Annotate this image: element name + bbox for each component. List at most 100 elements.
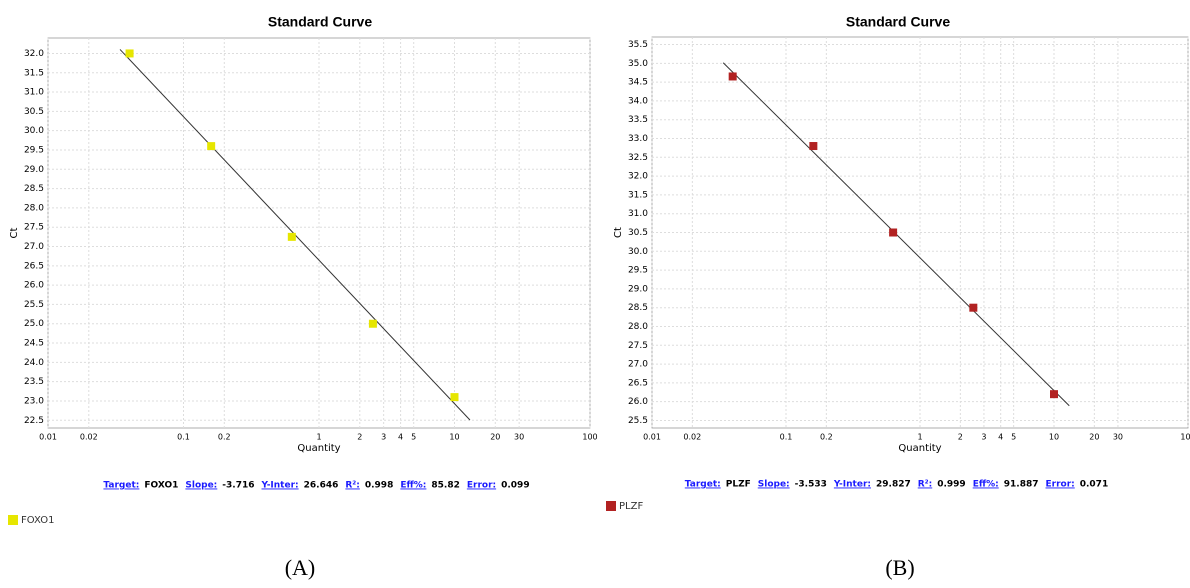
x-tick-label: 3 [981,433,986,442]
caption: (A) [285,555,316,580]
stat-label: Slope: [758,480,790,490]
y-tick-label: 34.0 [628,96,648,106]
y-tick-label: 26.5 [24,261,44,271]
legend-label: PLZF [619,501,643,512]
data-point [450,393,459,402]
legend-swatch [8,515,18,525]
data-point [125,49,134,58]
y-tick-label: 29.5 [24,145,44,155]
x-tick-label: 1 [917,433,922,442]
stat-label: Slope: [185,481,217,491]
x-tick-label: 2 [357,433,362,442]
x-tick-label: 0.01 [39,433,57,442]
stat-value: 26.646 [304,481,339,491]
x-tick-label: 0.01 [643,433,661,442]
x-axis-label: Quantity [297,443,340,454]
y-tick-label: 30.5 [628,228,648,238]
x-tick-label: 3 [381,433,386,442]
stat-value: -3.533 [795,480,827,490]
y-tick-label: 28.5 [628,303,648,313]
stat-value: FOXO1 [144,481,178,491]
x-tick-label: 2 [958,433,963,442]
y-tick-label: 30.5 [24,107,44,117]
x-tick-label: 10 [449,433,459,442]
y-tick-label: 27.0 [628,360,648,370]
stat-label: Eff%: [973,480,999,490]
y-tick-label: 29.0 [628,284,648,294]
legend-label: FOXO1 [21,515,54,526]
data-point [889,228,898,237]
stat-label: Y-Inter: [833,480,871,490]
stat-label: Target: [685,480,721,490]
y-tick-label: 31.0 [628,209,648,219]
stat-value: 0.998 [365,481,393,491]
y-tick-label: 26.0 [628,397,648,407]
stat-label: Error: [467,481,496,491]
y-tick-label: 25.5 [24,300,44,310]
y-tick-label: 33.5 [628,115,648,125]
y-tick-label: 24.5 [24,339,44,349]
y-tick-label: 22.5 [24,416,44,426]
x-tick-label: 0.1 [177,433,190,442]
plot-area [47,37,591,429]
stat-value: 29.827 [876,480,911,490]
x-tick-label: 5 [411,433,416,442]
x-tick-label: 4 [998,433,1003,442]
data-point [728,72,737,81]
data-point [809,142,818,151]
y-tick-label: 27.5 [24,223,44,233]
chart-title: Standard Curve [268,14,372,30]
y-tick-label: 23.0 [24,396,44,406]
legend-swatch [606,501,616,511]
data-point [287,232,296,241]
y-tick-label: 27.0 [24,242,44,252]
stat-label: Eff%: [400,481,426,491]
y-tick-label: 27.5 [628,341,648,351]
stat-label: Error: [1045,480,1074,490]
y-tick-label: 23.5 [24,377,44,387]
y-tick-label: 32.0 [628,172,648,182]
y-tick-label: 25.5 [628,416,648,426]
stat-value: 0.071 [1080,480,1108,490]
x-tick-label: 0.2 [820,433,833,442]
chart-title: Standard Curve [846,14,950,30]
stat-label: Y-Inter: [261,481,299,491]
y-tick-label: 28.0 [24,203,44,213]
y-tick-label: 31.5 [24,68,44,78]
stat-value: 85.82 [431,481,459,491]
y-tick-label: 32.0 [24,49,44,59]
x-tick-label: 30 [1113,433,1123,442]
stat-value: -3.716 [222,481,254,491]
data-point [207,142,216,151]
stat-value: 0.999 [937,480,965,490]
stat-label: Target: [103,481,139,491]
x-tick-label: 100 [1180,433,1190,442]
x-tick-label: 5 [1011,433,1016,442]
y-tick-label: 24.0 [24,358,44,368]
y-tick-label: 31.5 [628,190,648,200]
x-tick-label: 30 [514,433,524,442]
data-point [368,319,377,328]
data-point [1050,390,1058,399]
y-tick-label: 29.0 [24,165,44,175]
y-tick-label: 26.0 [24,281,44,291]
y-tick-label: 28.5 [24,184,44,194]
y-tick-label: 26.5 [628,378,648,388]
y-tick-label: 32.5 [628,153,648,163]
x-tick-label: 0.2 [218,433,231,442]
stat-value: 0.099 [501,481,529,491]
data-point [969,303,978,312]
y-tick-label: 30.0 [628,247,648,257]
y-tick-label: 30.0 [24,126,44,136]
x-axis-label: Quantity [898,443,941,454]
stats-footer: Target: FOXO1 Slope: -3.716 Y-Inter: 26.646 R²… [103,481,529,491]
y-tick-label: 34.5 [628,78,648,88]
x-tick-label: 10 [1049,433,1059,442]
y-tick-label: 35.5 [628,40,648,50]
y-tick-label: 29.5 [628,266,648,276]
x-tick-label: 100 [582,433,597,442]
stat-value: 91.887 [1004,480,1039,490]
y-tick-label: 33.0 [628,134,648,144]
y-tick-label: 28.0 [628,322,648,332]
